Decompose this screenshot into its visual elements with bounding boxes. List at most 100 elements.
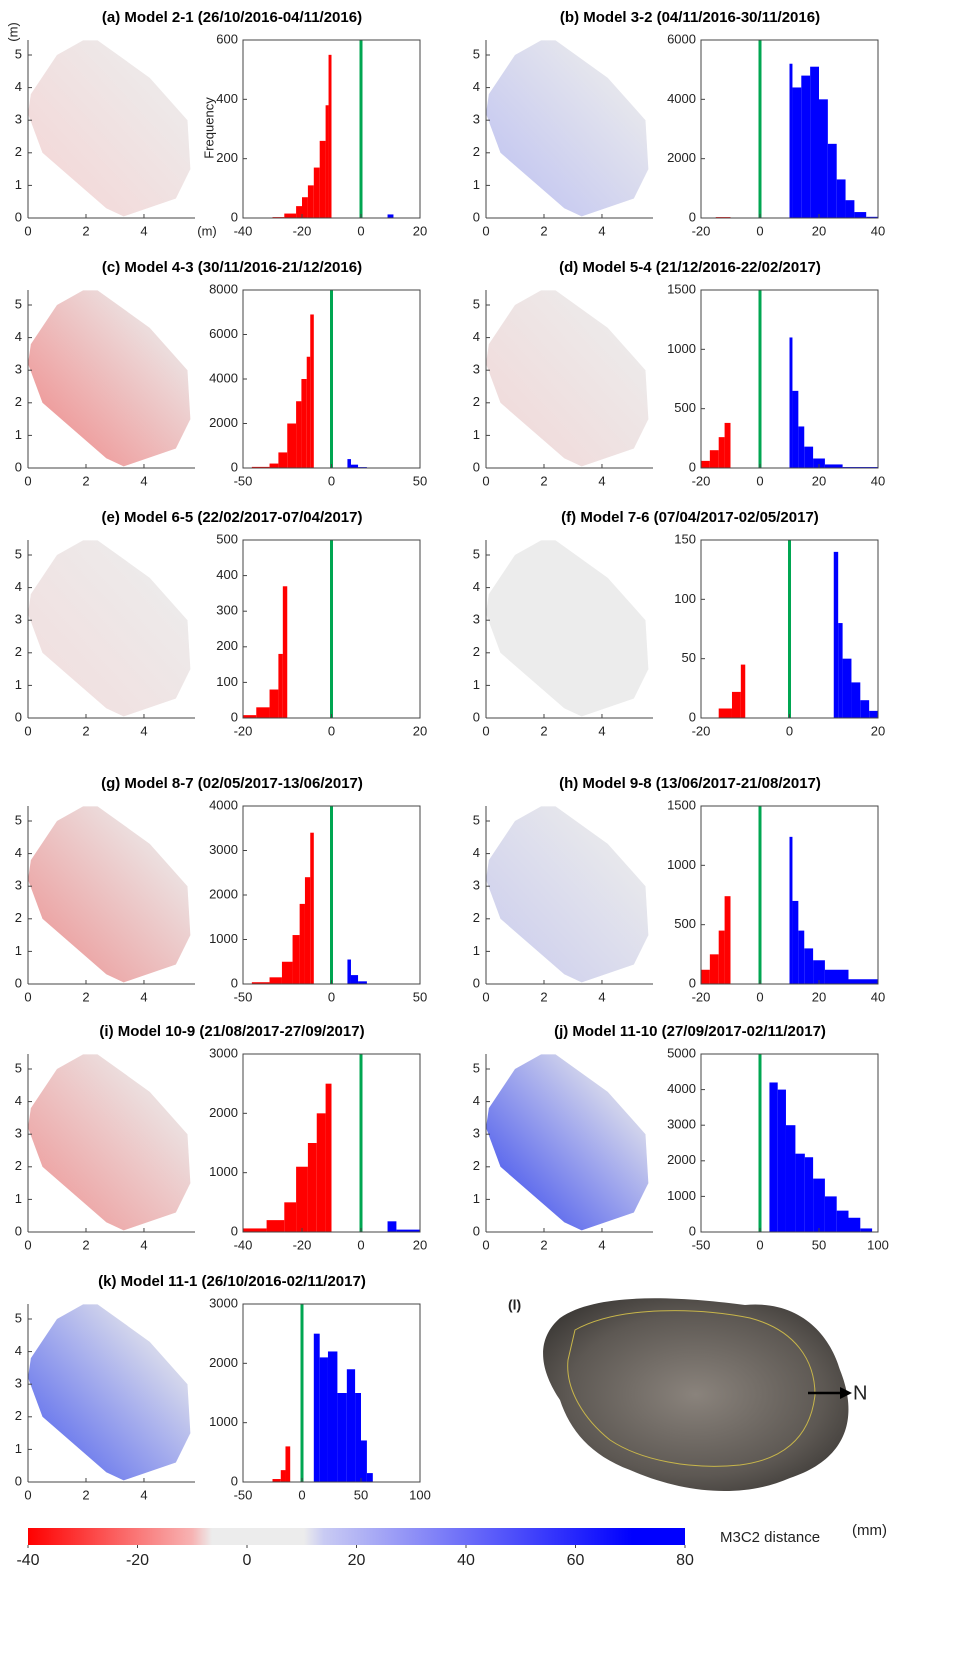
y-tick-label: 0: [231, 209, 238, 224]
x-tick-label: -50: [234, 473, 253, 488]
map-x-tick-label: 2: [82, 473, 89, 488]
map-y-tick-label: 0: [473, 459, 480, 474]
histogram-bar: [709, 954, 719, 984]
y-tick-label: 2000: [209, 415, 238, 430]
y-tick-label: 1500: [667, 797, 696, 812]
map-x-tick-label: 2: [82, 1237, 89, 1252]
map-x-tick-label: 0: [24, 989, 31, 1004]
panel: (f) Model 7-6 (07/04/2017-02/05/2017) 0 2 4…: [473, 509, 885, 738]
histogram-bar: [795, 1153, 805, 1232]
colorbar-tick-label: 80: [676, 1552, 694, 1569]
map-y-tick-label: 1: [473, 677, 480, 692]
histogram-bar: [280, 1470, 286, 1482]
histogram-bar: [701, 969, 710, 984]
panel: (k) Model 11-1 (26/10/2016-02/11/2017) 0 2…: [15, 1273, 431, 1502]
map-change: [28, 290, 191, 467]
y-tick-label: 50: [682, 650, 696, 665]
x-tick-label: 0: [298, 1487, 305, 1502]
map-x-tick-label: 4: [140, 473, 147, 488]
colorbar-unit: (mm): [852, 1522, 887, 1539]
plot-frame: [700, 289, 879, 469]
histogram-bar: [347, 459, 351, 468]
y-tick-label: 500: [216, 531, 238, 546]
map-change: [28, 1304, 191, 1481]
map-y-tick-label: 5: [15, 46, 22, 61]
map-y-tick-label: 5: [15, 1310, 22, 1325]
y-tick-label: 0: [689, 709, 696, 724]
x-tick-label: 20: [812, 473, 826, 488]
histogram-bar: [833, 551, 839, 718]
map-y-tick-label: 0: [15, 1223, 22, 1238]
histogram-bar: [302, 197, 308, 218]
map-y-tick-label: 2: [473, 1158, 480, 1173]
x-tick-label: -50: [234, 989, 253, 1004]
histogram-bar: [827, 143, 837, 218]
map-y-tick-label: 2: [15, 394, 22, 409]
y-tick-label: 8000: [209, 281, 238, 296]
panel-title: (g) Model 8-7 (02/05/2017-13/06/2017): [101, 775, 363, 792]
x-tick-label: -20: [692, 723, 711, 738]
histogram-bar: [813, 1178, 825, 1232]
panel: (e) Model 6-5 (22/02/2017-07/04/2017) 0 2 4…: [15, 509, 427, 738]
map-x-tick-label: 2: [82, 1487, 89, 1502]
histogram-bar: [347, 959, 351, 984]
x-tick-label: 50: [354, 1487, 368, 1502]
map-y-tick-label: 3: [15, 112, 22, 127]
plot-frame: [700, 39, 879, 219]
y-tick-label: 3000: [209, 1045, 238, 1060]
x-tick-label: 0: [328, 989, 335, 1004]
histogram-bar: [836, 1210, 849, 1232]
y-tick-label: 100: [216, 674, 238, 689]
plot-frame: [242, 1303, 421, 1483]
plot-frame: [700, 1053, 879, 1233]
north-label: N: [853, 1382, 867, 1404]
x-tick-label: 0: [756, 223, 763, 238]
histogram-bar: [387, 214, 394, 218]
histogram-bar: [810, 66, 819, 218]
map-change: [28, 40, 191, 217]
panel-title: (j) Model 11-10 (27/09/2017-02/11/2017): [554, 1023, 826, 1040]
x-tick-label: 0: [786, 723, 793, 738]
x-tick-label: 50: [413, 473, 427, 488]
map-y-tick-label: 3: [15, 1376, 22, 1391]
y-tick-label: 1000: [667, 1188, 696, 1203]
y-tick-label: 2000: [667, 150, 696, 165]
panel-title: (h) Model 9-8 (13/06/2017-21/08/2017): [559, 775, 821, 792]
y-tick-label: 0: [689, 209, 696, 224]
y-tick-label: 2000: [209, 886, 238, 901]
x-tick-label: -40: [234, 1237, 253, 1252]
x-tick-label: 20: [812, 989, 826, 1004]
histogram-bar: [327, 1351, 338, 1482]
map-x-tick-label: 0: [24, 723, 31, 738]
histogram-bar: [328, 54, 332, 219]
histogram-bar: [724, 896, 731, 984]
y-tick-label: 150: [674, 531, 696, 546]
histogram-bar: [313, 1333, 320, 1482]
y-tick-label: 2000: [209, 1105, 238, 1120]
map-y-tick-label: 3: [473, 878, 480, 893]
x-tick-label: -50: [692, 1237, 711, 1252]
north-arrowhead: [840, 1387, 852, 1399]
histogram-bar: [804, 1157, 814, 1232]
histogram-bar: [325, 105, 329, 218]
histogram-bar: [804, 446, 814, 468]
histogram-bar: [266, 1220, 285, 1232]
panel: (b) Model 3-2 (04/11/2016-30/11/2016) 0 2 4…: [473, 9, 885, 238]
y-tick-label: 0: [231, 1473, 238, 1488]
map-change: [486, 806, 649, 983]
histogram-bar: [718, 437, 725, 468]
map-y-tick-label: 0: [15, 459, 22, 474]
y-tick-label: 2000: [667, 1152, 696, 1167]
map-y-tick-label: 2: [15, 910, 22, 925]
histogram-bar: [299, 903, 305, 984]
x-tick-label: 40: [871, 473, 885, 488]
map-x-tick-label: 0: [24, 1487, 31, 1502]
map-y-tick-label: 3: [473, 1126, 480, 1141]
histogram-bar: [869, 710, 878, 718]
x-tick-label: 50: [812, 1237, 826, 1252]
y-tick-label: 1000: [209, 931, 238, 946]
histogram-bar: [789, 836, 793, 984]
map-y-tick-label: 4: [473, 845, 480, 860]
y-tick-label: 3000: [209, 1295, 238, 1310]
x-tick-label: -40: [234, 223, 253, 238]
